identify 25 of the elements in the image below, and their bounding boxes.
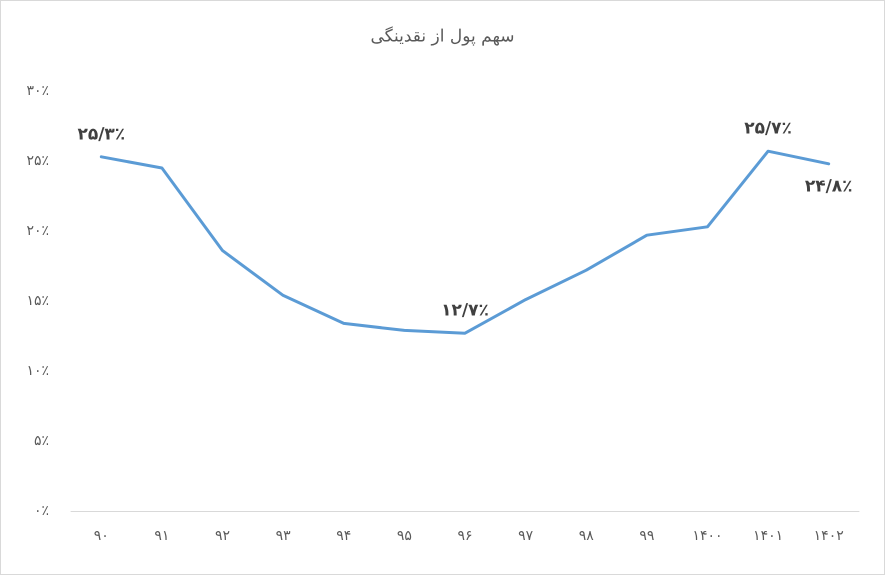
chart-title: سهم پول از نقدینگی [370, 26, 515, 46]
y-tick-label: ۲۵٪ [26, 153, 49, 169]
data-label: ۲۵/۳٪ [77, 124, 126, 144]
data-label: ۲۴/۸٪ [804, 176, 853, 196]
y-tick-label: ۵٪ [34, 433, 49, 449]
x-tick-label: ۹۷ [518, 528, 534, 544]
x-tick-label: ۹۵ [396, 528, 412, 544]
x-tick-label: ۱۴۰۲ [814, 528, 844, 544]
y-tick-label: ۱۵٪ [26, 293, 49, 309]
y-tick-label: ۲۰٪ [26, 223, 49, 239]
data-label: ۱۲/۷٪ [441, 300, 489, 321]
data-label: ۲۵/۷٪ [744, 118, 792, 139]
x-tick-label: ۹۰ [94, 528, 109, 544]
x-tick-label: ۱۴۰۰ [692, 528, 722, 544]
x-tick-label: ۱۴۰۱ [753, 528, 784, 544]
x-tick-label: ۹۲ [215, 528, 230, 544]
x-tick-label: ۹۴ [336, 528, 352, 544]
y-tick-label: ۰٪ [34, 503, 49, 519]
x-tick-label: ۹۳ [276, 528, 292, 544]
x-tick-label: ۹۸ [578, 528, 594, 544]
y-tick-label: ۳۰٪ [26, 83, 49, 99]
y-tick-label: ۱۰٪ [26, 363, 49, 379]
x-tick-label: ۹۶ [457, 528, 473, 544]
x-tick-label: ۹۱ [154, 528, 170, 544]
x-tick-label: ۹۹ [639, 528, 654, 544]
